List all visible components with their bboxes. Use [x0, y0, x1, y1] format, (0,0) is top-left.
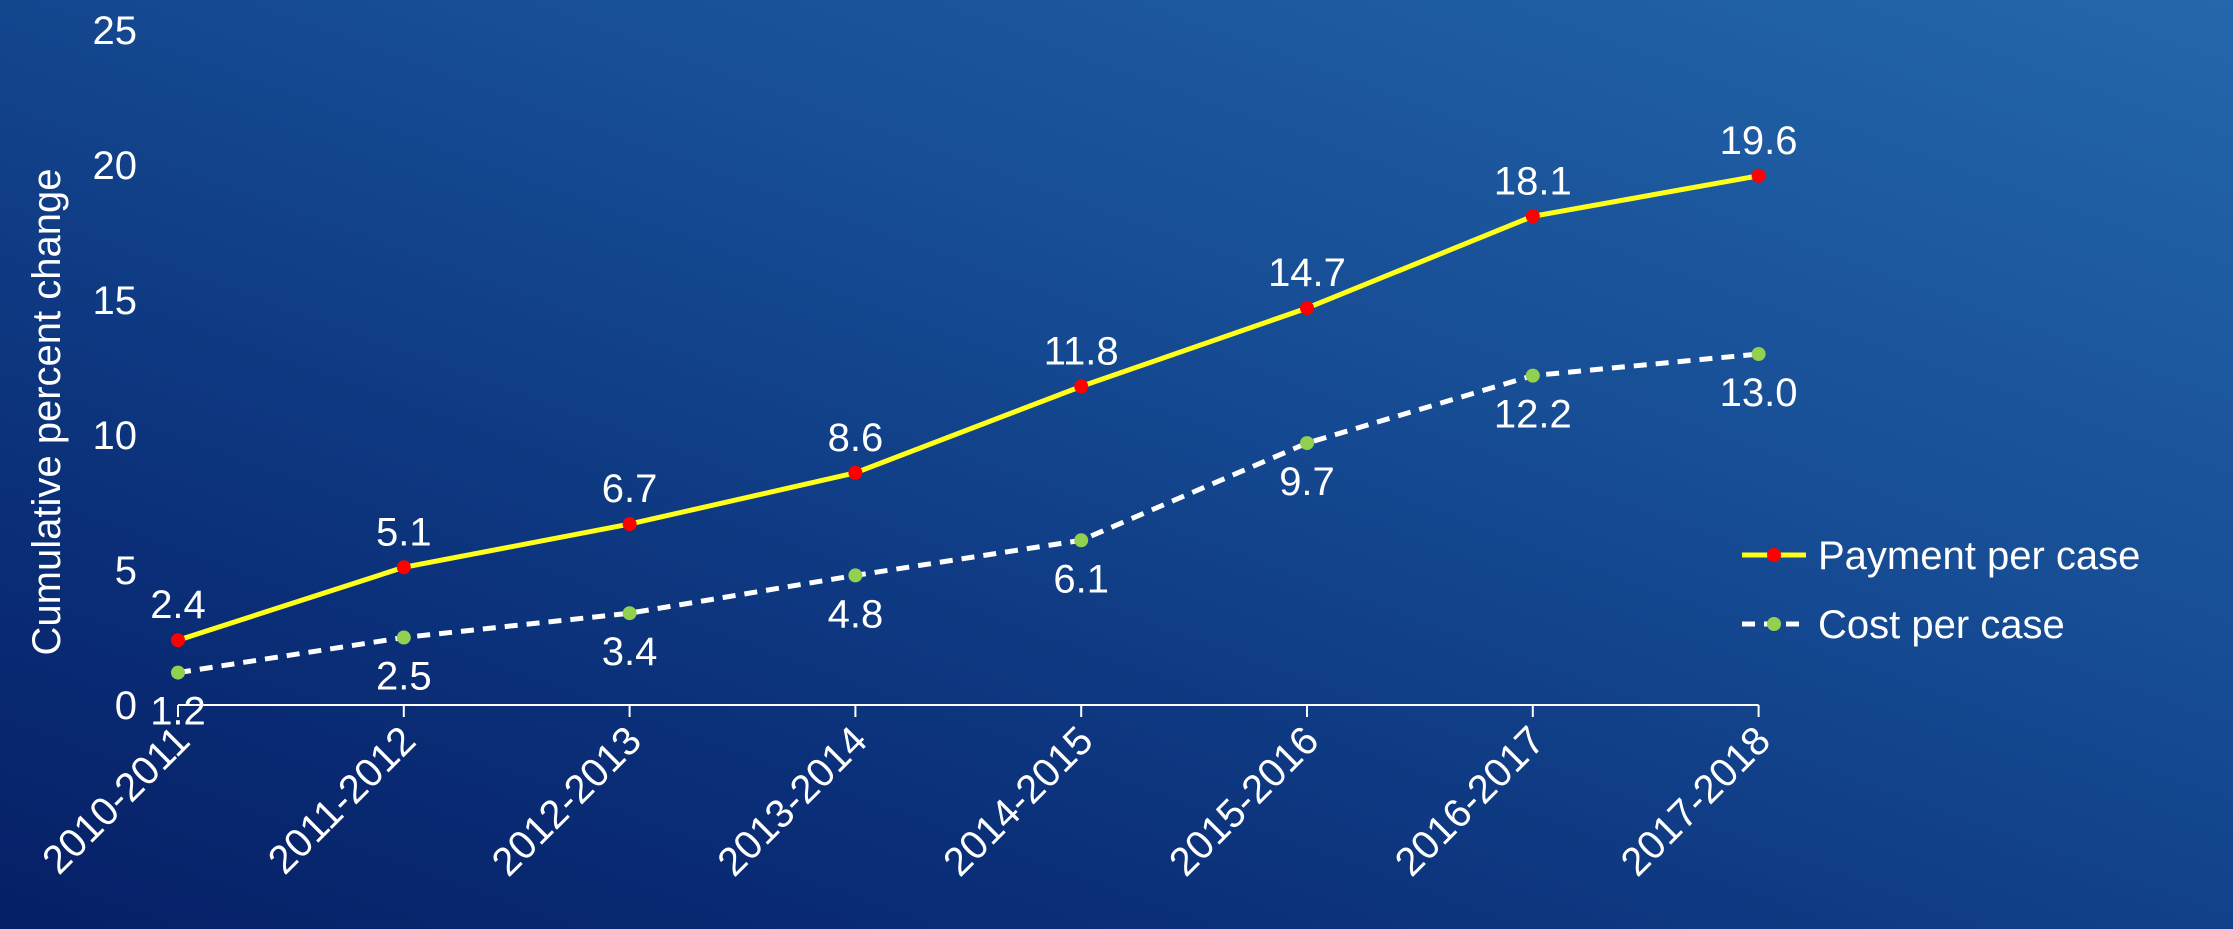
series-marker: [1300, 436, 1314, 451]
data-label: 2.5: [376, 655, 432, 699]
data-label: 3.4: [602, 630, 658, 674]
x-tick-label: 2012-2013: [484, 718, 650, 884]
data-label: 4.8: [828, 592, 884, 636]
data-label: 6.7: [602, 467, 658, 511]
series-0: 2.4 5.1 6.7 8.6 11.8 14.7 18.1 19.6: [150, 119, 1798, 648]
legend: Payment per case Cost per case: [1742, 534, 2140, 647]
data-label: 13.0: [1720, 371, 1798, 415]
series-marker: [1525, 209, 1540, 224]
series-marker: [848, 568, 863, 583]
series-marker: [1751, 347, 1766, 361]
series-marker: [1300, 301, 1314, 316]
legend-marker: [1767, 617, 1781, 631]
series-marker: [1074, 379, 1089, 394]
data-label: 5.1: [376, 510, 432, 554]
legend-label: Cost per case: [1818, 603, 2065, 647]
data-label: 9.7: [1279, 460, 1335, 504]
series-marker: [396, 560, 411, 575]
series-marker: [396, 630, 411, 645]
y-axis-title: Cumulative percent change: [25, 169, 69, 656]
y-tick-label: 0: [115, 684, 137, 728]
series-marker: [848, 465, 863, 480]
data-label: 6.1: [1053, 557, 1109, 601]
legend-marker: [1767, 548, 1781, 562]
data-label: 19.6: [1720, 119, 1798, 163]
x-tick-label: 2011-2012: [260, 718, 424, 882]
x-tick-label: 2017-2018: [1613, 718, 1779, 884]
series-marker: [1074, 533, 1089, 548]
data-label: 18.1: [1494, 159, 1572, 203]
data-label: 14.7: [1268, 251, 1346, 295]
series-marker: [1751, 168, 1766, 183]
series-marker: [1525, 368, 1540, 383]
y-axis: 0 5 10 15 20 25: [93, 9, 138, 728]
y-tick-label: 25: [93, 9, 138, 53]
x-tick-label: 2016-2017: [1387, 718, 1553, 884]
x-axis: 2010-2011 2011-2012 2012-2013 2013-2014 2014…: [34, 704, 1779, 885]
y-tick-label: 20: [93, 144, 138, 188]
series-marker: [171, 665, 185, 680]
series-marker: [622, 606, 637, 621]
series-marker: [171, 633, 185, 648]
y-tick-label: 10: [93, 414, 138, 458]
legend-label: Payment per case: [1818, 534, 2140, 578]
series-1: 1.2 2.5 3.4 4.8 6.1 9.7 12.2 13.0: [150, 347, 1798, 734]
y-tick-label: 5: [115, 549, 137, 593]
y-tick-label: 15: [93, 279, 138, 323]
x-tick-label: 2010-2011: [34, 718, 198, 882]
data-label: 11.8: [1044, 329, 1119, 373]
series-line: [177, 173, 1760, 643]
series-layer: 2.4 5.1 6.7 8.6 11.8 14.7 18.1 19.6 1.2 2.5 3.4 4.8…: [150, 119, 1797, 734]
data-label: 8.6: [828, 416, 884, 460]
x-tick-label: 2013-2014: [709, 718, 875, 884]
series-marker: [622, 517, 637, 532]
series-line: [177, 351, 1759, 676]
data-label: 2.4: [150, 583, 206, 627]
data-label: 1.2: [150, 690, 206, 734]
x-tick-label: 2014-2015: [935, 718, 1101, 884]
x-tick-label: 2015-2016: [1161, 718, 1327, 884]
data-label: 12.2: [1494, 393, 1572, 437]
